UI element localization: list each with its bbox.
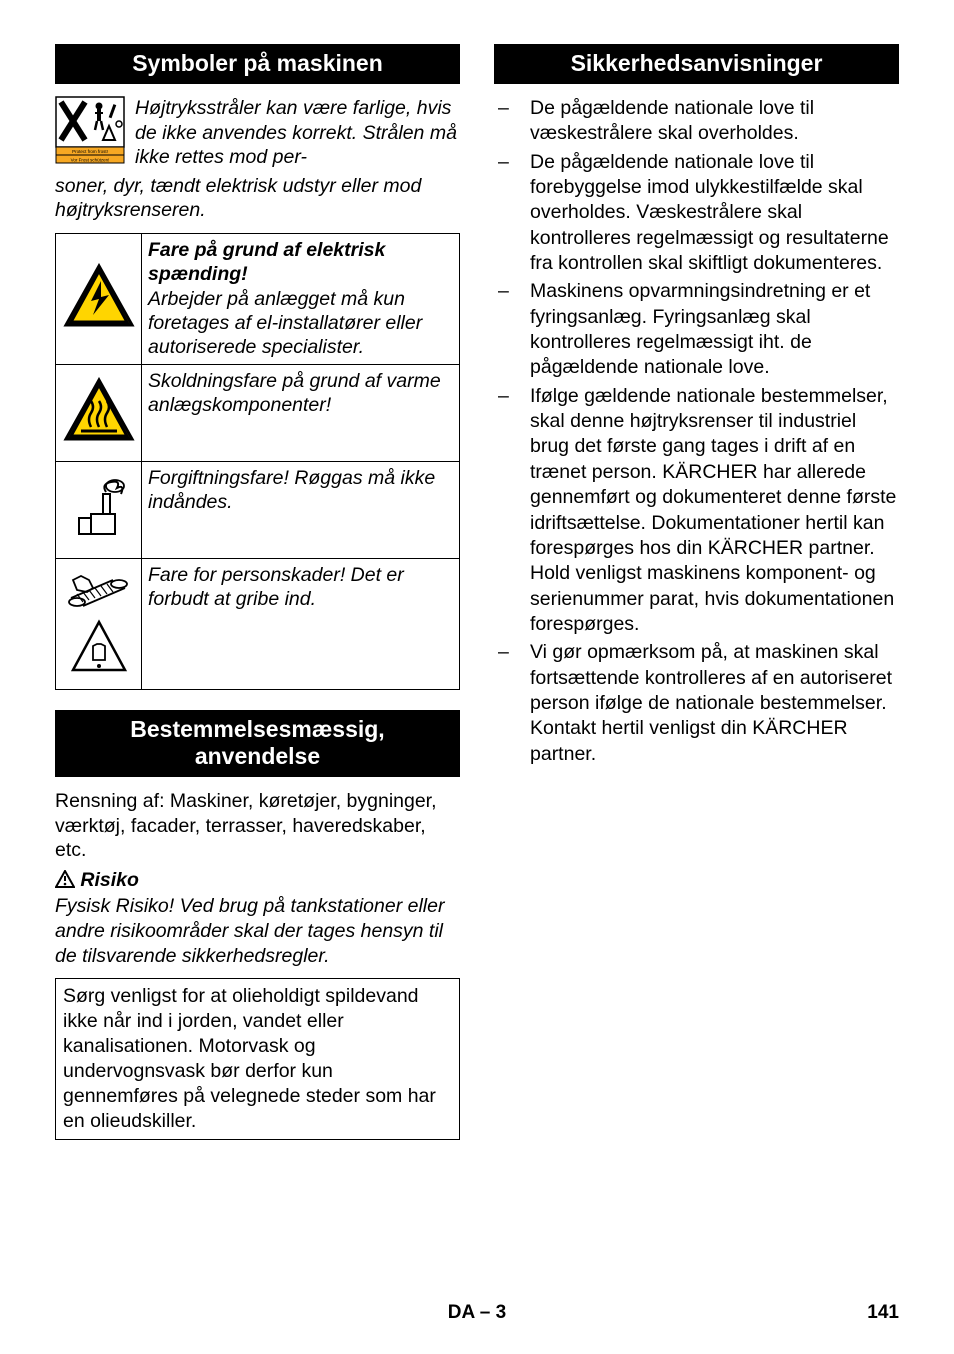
hazard-text: Skoldningsfare på grund af varme anlægsk… bbox=[142, 364, 460, 461]
footer-page-number: 141 bbox=[867, 1302, 899, 1324]
pressure-warning-icon: Protect from frost! Vor Frost schützen! bbox=[55, 96, 125, 169]
toxic-gas-icon bbox=[56, 461, 142, 558]
left-column: Symboler på maskinen bbox=[55, 44, 460, 1140]
svg-text:Protect from frost!: Protect from frost! bbox=[72, 149, 108, 154]
oil-warning-box: Sørg venligst for at olieholdigt spildev… bbox=[55, 978, 460, 1140]
hazard-row: Forgiftningsfare! Røggas må ikke indånde… bbox=[56, 461, 460, 558]
hazard-table: Fare på grund af elektrisk spænding!Arbe… bbox=[55, 233, 460, 690]
hazard-text: Fare på grund af elektrisk spænding!Arbe… bbox=[142, 233, 460, 364]
no-hands-icon bbox=[56, 558, 142, 689]
risiko-body: Fysisk Risiko! Ved brug på tankstationer… bbox=[55, 894, 460, 968]
risiko-heading: Risiko bbox=[55, 869, 460, 892]
hot-surface-icon bbox=[56, 364, 142, 461]
safety-list: De pågældende nationale love til væskest… bbox=[494, 96, 899, 767]
hazard-row: Skoldningsfare på grund af varme anlægsk… bbox=[56, 364, 460, 461]
list-item: Vi gør opmærksom på, at maskinen skal fo… bbox=[494, 640, 899, 767]
warning-triangle-icon bbox=[55, 870, 75, 888]
intro-block: Protect from frost! Vor Frost schützen! … bbox=[55, 96, 460, 170]
heading-safety: Sikkerhedsanvisninger bbox=[494, 44, 899, 84]
intro-text-1: Højtryksstråler kan være farlige, hvis d… bbox=[135, 96, 460, 170]
heading-symbols: Symboler på maskinen bbox=[55, 44, 460, 84]
hazard-text: Forgiftningsfare! Røggas må ikke indånde… bbox=[142, 461, 460, 558]
intro-text-2: soner, dyr, tændt elektrisk udstyr eller… bbox=[55, 174, 460, 223]
footer-center: DA – 3 bbox=[448, 1302, 506, 1324]
use-body: Rensning af: Maskiner, køretøjer, bygnin… bbox=[55, 789, 460, 863]
list-item: Maskinens opvarmningsindretning er et fy… bbox=[494, 279, 899, 380]
svg-text:Vor Frost schützen!: Vor Frost schützen! bbox=[71, 158, 110, 163]
electric-hazard-icon bbox=[56, 233, 142, 364]
right-column: Sikkerhedsanvisninger De pågældende nati… bbox=[494, 44, 899, 1140]
list-item: De pågældende nationale love til væskest… bbox=[494, 96, 899, 147]
hazard-row: Fare på grund af elektrisk spænding!Arbe… bbox=[56, 233, 460, 364]
heading-use: Bestemmelsesmæssig,anvendelse bbox=[55, 710, 460, 777]
list-item: De pågældende nationale love til forebyg… bbox=[494, 150, 899, 277]
page-footer: DA – 3 141 bbox=[55, 1302, 899, 1324]
hazard-row: Fare for personskader! Det er forbudt at… bbox=[56, 558, 460, 689]
hazard-text: Fare for personskader! Det er forbudt at… bbox=[142, 558, 460, 689]
list-item: Ifølge gældende nationale bestemmelser, … bbox=[494, 384, 899, 637]
